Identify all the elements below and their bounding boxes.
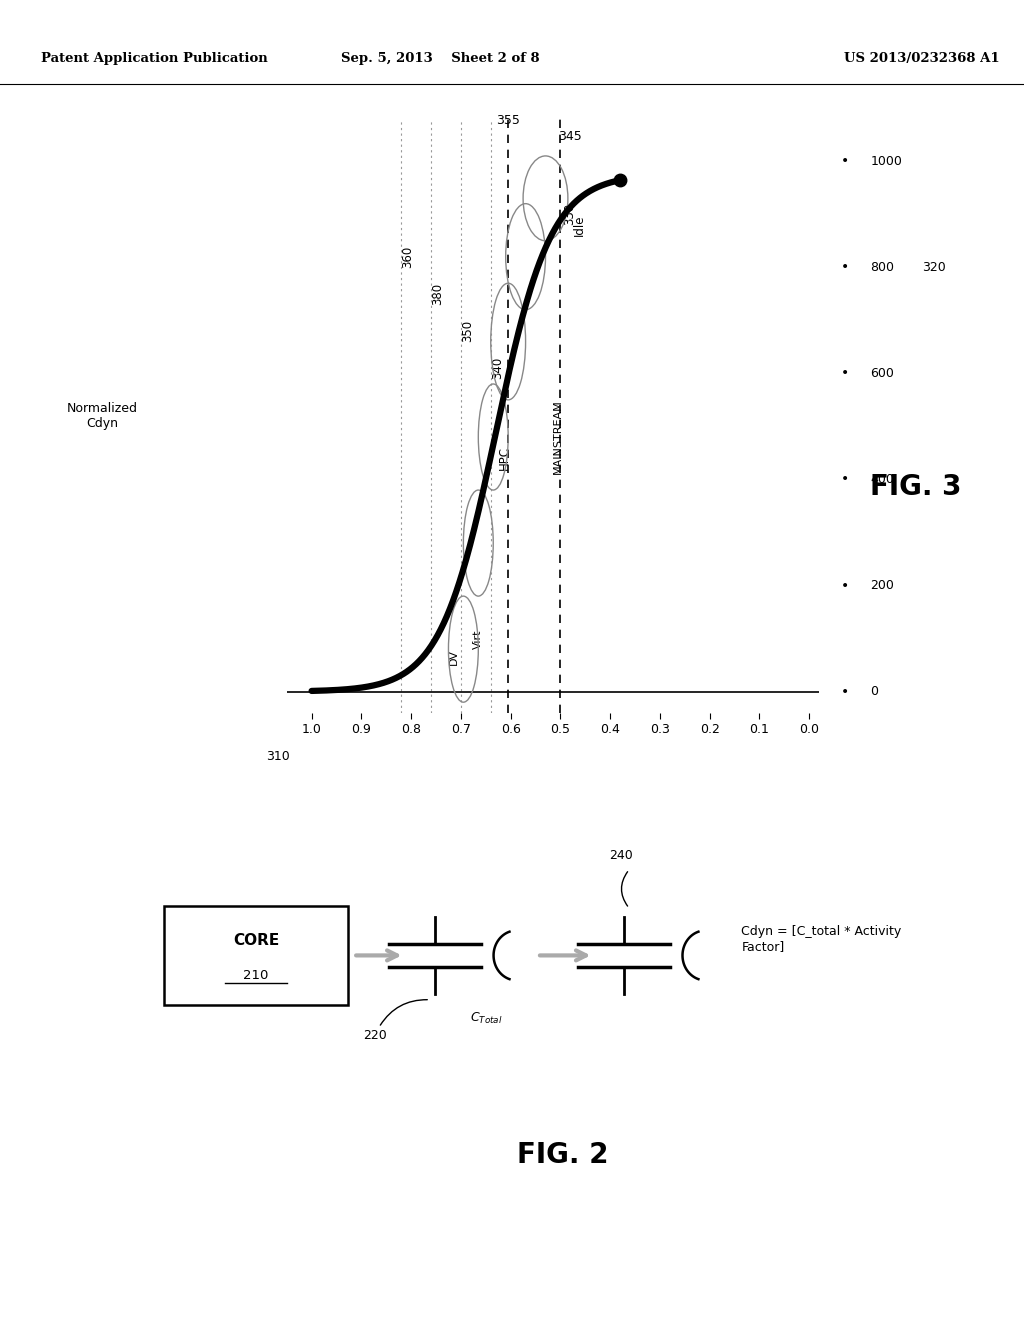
- Text: 400: 400: [870, 473, 894, 486]
- Text: •: •: [841, 578, 849, 593]
- Text: •: •: [841, 473, 849, 487]
- Text: FIG. 3: FIG. 3: [870, 473, 962, 502]
- Text: $C_{Total}$: $C_{Total}$: [470, 1011, 503, 1026]
- Text: 240: 240: [608, 849, 633, 862]
- Text: 380: 380: [431, 282, 444, 305]
- Text: 345: 345: [558, 129, 582, 143]
- Text: Virt: Virt: [473, 630, 483, 649]
- Text: DV: DV: [449, 649, 459, 665]
- Text: 210: 210: [244, 969, 268, 982]
- FancyBboxPatch shape: [164, 906, 348, 1006]
- Text: Patent Application Publication: Patent Application Publication: [41, 51, 267, 65]
- Text: US 2013/0232368 A1: US 2013/0232368 A1: [844, 51, 999, 65]
- Text: FIG. 2: FIG. 2: [517, 1140, 609, 1170]
- Text: CORE: CORE: [232, 933, 280, 948]
- Text: HPC: HPC: [498, 446, 511, 470]
- Text: 200: 200: [870, 579, 894, 591]
- Text: Normalized
Cdyn: Normalized Cdyn: [67, 401, 138, 430]
- Text: •: •: [841, 367, 849, 380]
- Text: Cdyn = [C_total * Activity
Factor]: Cdyn = [C_total * Activity Factor]: [741, 925, 901, 953]
- Text: 320: 320: [922, 261, 945, 273]
- Text: 600: 600: [870, 367, 894, 380]
- Text: Sep. 5, 2013    Sheet 2 of 8: Sep. 5, 2013 Sheet 2 of 8: [341, 51, 540, 65]
- Text: 310: 310: [266, 750, 290, 763]
- Text: 800: 800: [870, 261, 894, 273]
- Text: MAINSTREAM: MAINSTREAM: [553, 400, 563, 474]
- Text: •: •: [841, 260, 849, 275]
- Text: •: •: [841, 154, 849, 168]
- Text: 350: 350: [461, 319, 474, 342]
- Text: 360: 360: [401, 246, 414, 268]
- Text: 340: 340: [490, 356, 504, 379]
- Text: 1000: 1000: [870, 154, 902, 168]
- Text: 220: 220: [364, 1030, 387, 1043]
- Text: Idle: Idle: [572, 214, 586, 236]
- Text: 355: 355: [497, 114, 520, 127]
- Text: 330: 330: [563, 203, 575, 226]
- Text: •: •: [841, 685, 849, 698]
- Text: 0: 0: [870, 685, 879, 698]
